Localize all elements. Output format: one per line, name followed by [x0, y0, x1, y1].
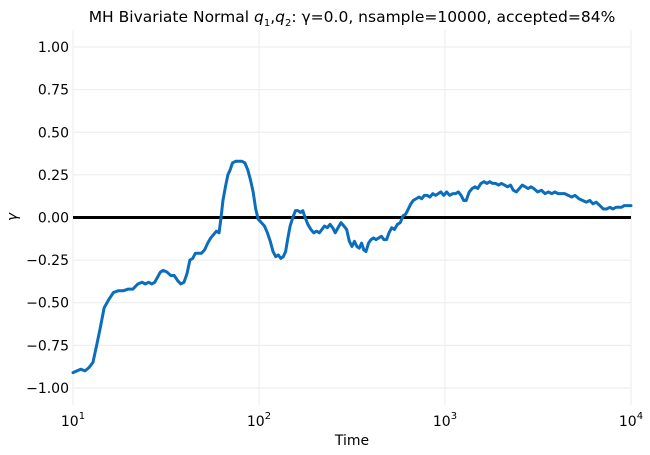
x-tick-labels: 101 102 103 104 — [61, 411, 643, 430]
x-tick-label: 102 — [247, 411, 271, 430]
x-axis-label: Time — [334, 433, 369, 449]
y-axis-label: γ — [5, 212, 21, 221]
x-tick-label: 101 — [61, 411, 85, 430]
y-tick-label: −1.00 — [26, 381, 69, 397]
y-tick-label: −0.25 — [26, 253, 69, 269]
x-tick-label: 104 — [619, 411, 643, 430]
y-tick-label: 1.00 — [38, 40, 69, 56]
y-tick-label: 0.25 — [38, 168, 69, 184]
gamma-series-line — [71, 159, 633, 375]
y-tick-label: −0.50 — [26, 296, 69, 312]
x-tick-label: 103 — [433, 411, 457, 430]
y-tick-label: 0.00 — [38, 211, 69, 227]
chart-title: MH Bivariate Normal q1,q2: γ=0.0, nsampl… — [89, 8, 616, 29]
y-tick-label: 0.50 — [38, 125, 69, 141]
y-tick-labels: 1.00 0.75 0.50 0.25 0.00 −0.25 −0.50 −0.75 −1.00 — [26, 40, 69, 397]
series-group — [71, 159, 633, 375]
y-tick-label: −0.75 — [26, 338, 69, 354]
y-tick-label: 0.75 — [38, 83, 69, 99]
